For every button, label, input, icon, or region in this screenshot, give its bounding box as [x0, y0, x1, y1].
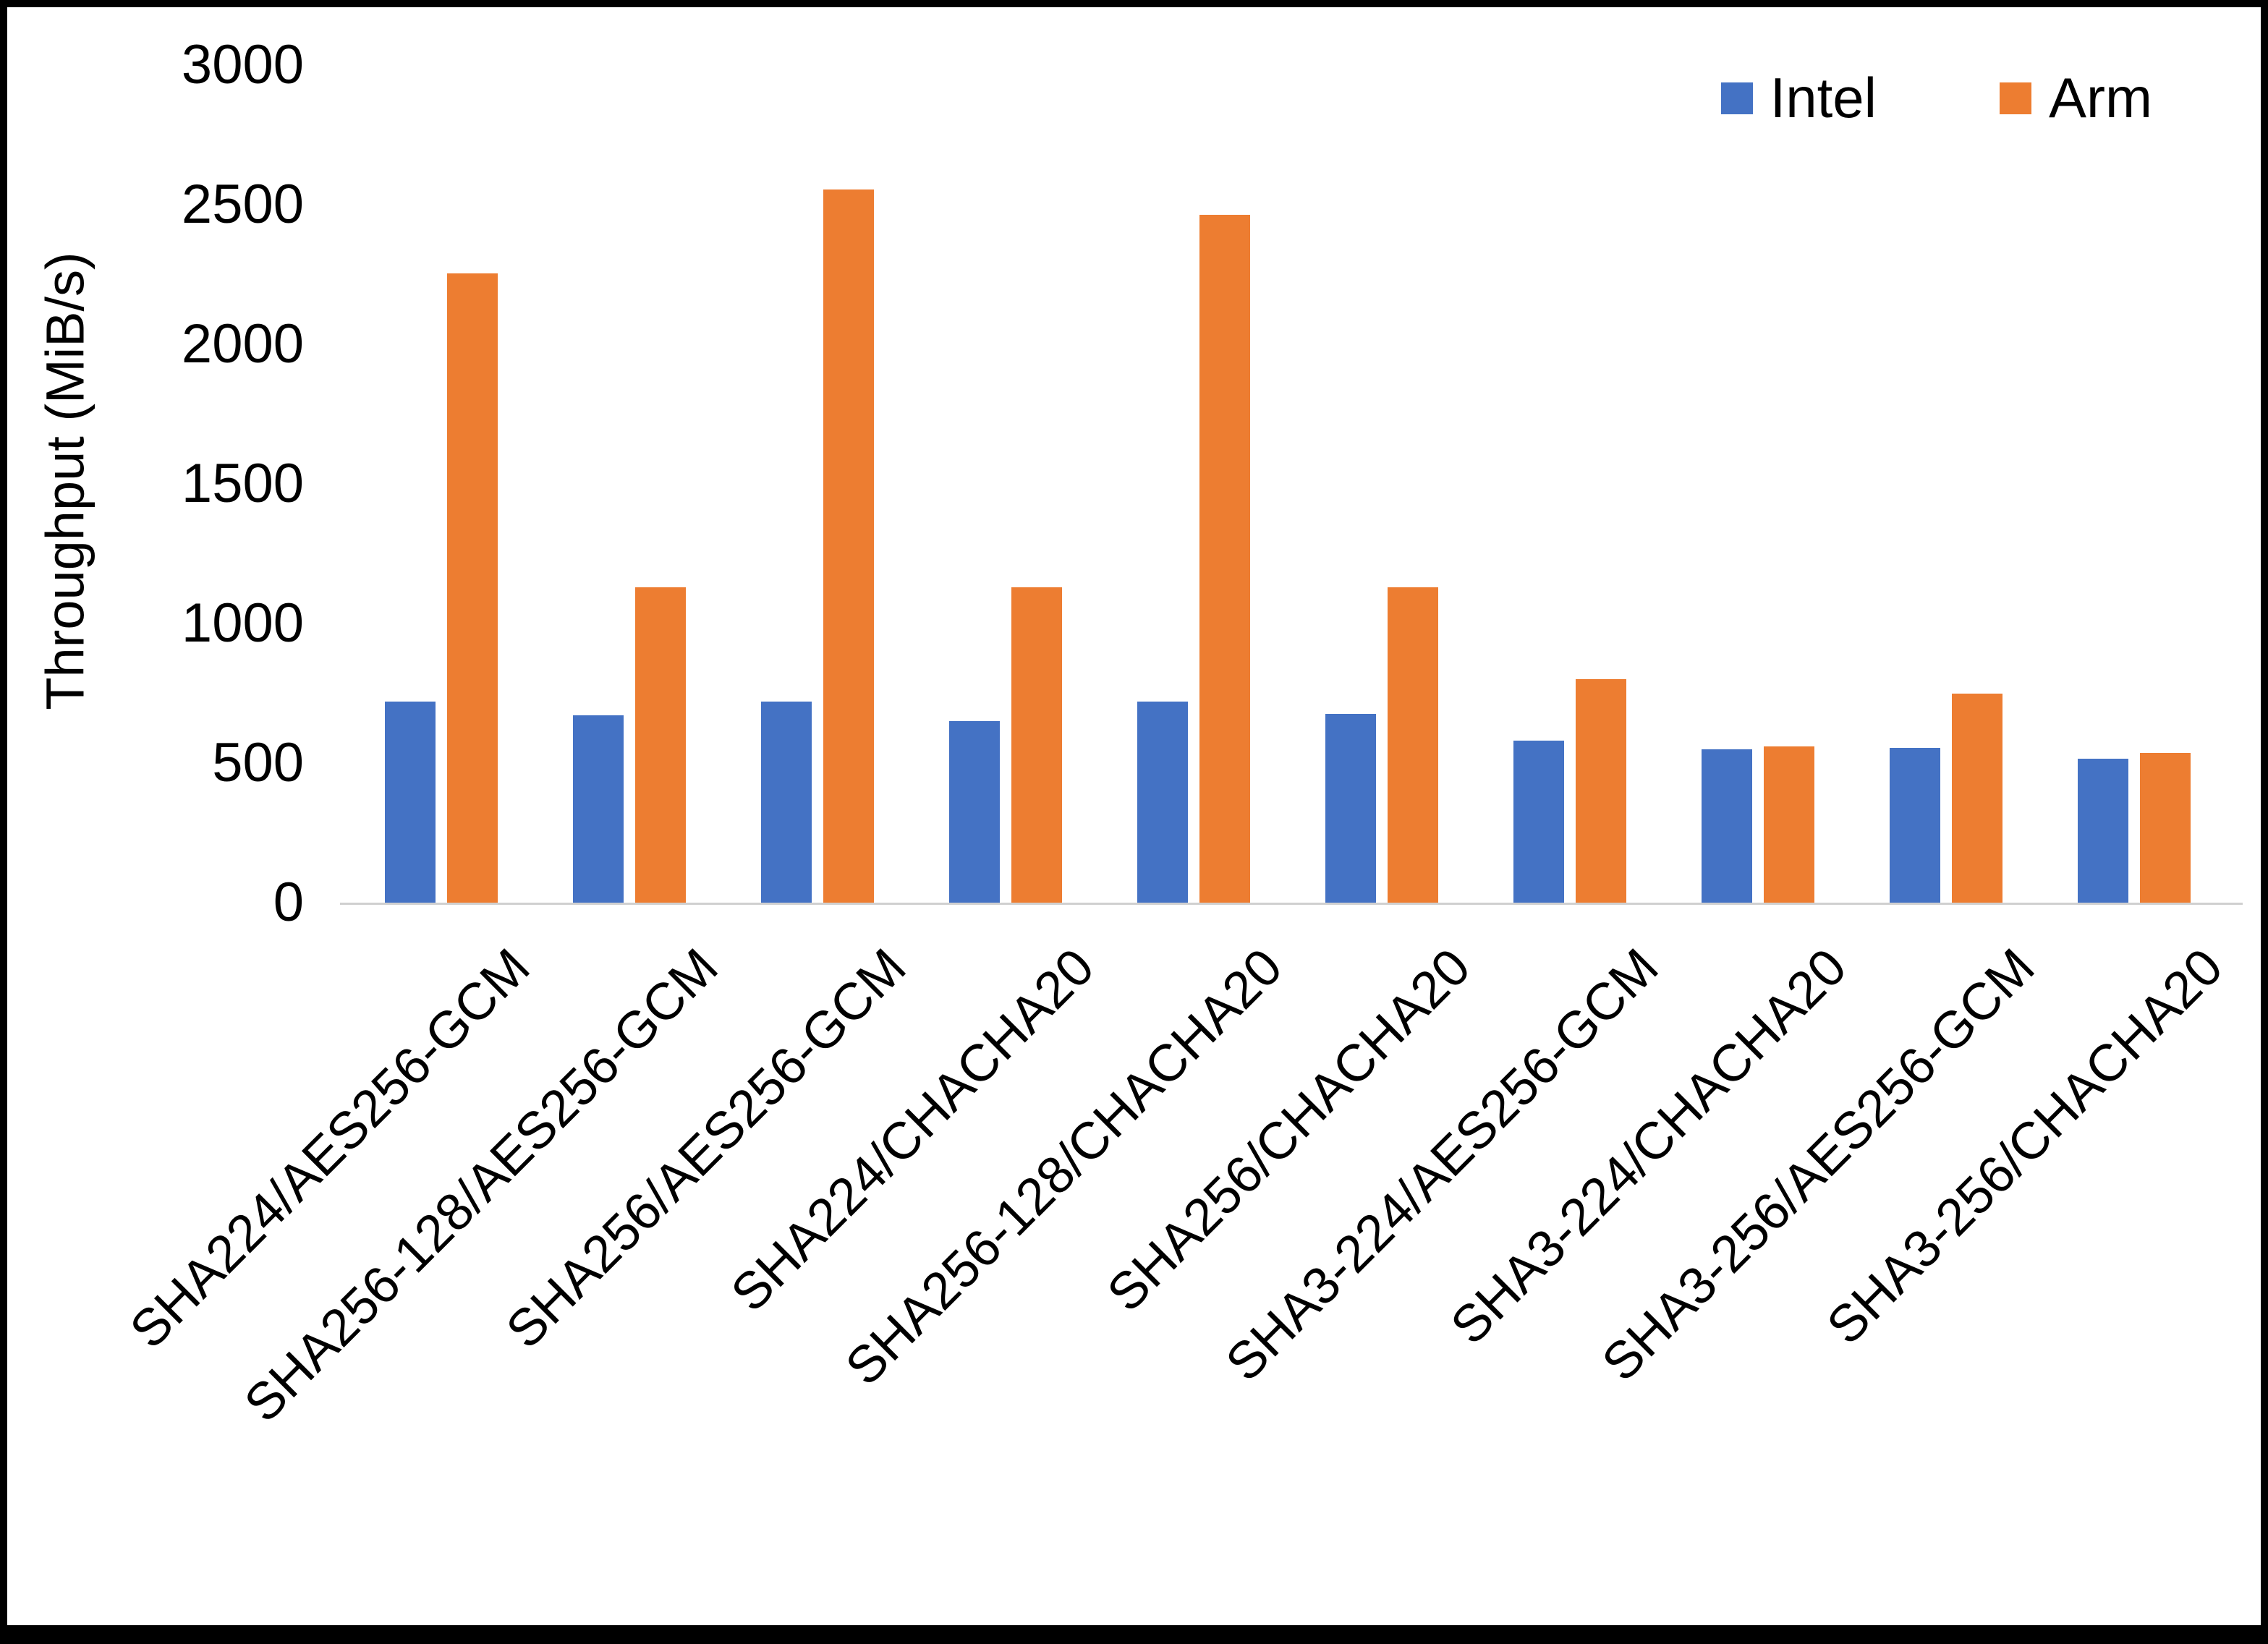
- bar-arm-SHA3-256/AES256-GCM: [1952, 693, 2002, 903]
- bar-arm-SHA224/CHACHA20: [1011, 587, 1062, 903]
- bar-intel-SHA3-224/AES256-GCM: [1513, 741, 1564, 903]
- legend-swatch-intel: [1720, 82, 1753, 114]
- y-tick-label: 500: [212, 732, 304, 793]
- bar-intel-SHA224/CHACHA20: [949, 721, 1000, 903]
- legend: Intel Arm: [1720, 65, 2152, 131]
- bar-arm-SHA3-224/CHACHA20: [1764, 746, 1814, 903]
- bar-arm-SHA256-128/AES256-GCM: [635, 587, 686, 903]
- legend-label: Arm: [2049, 66, 2152, 129]
- y-tick-label: 0: [273, 872, 304, 933]
- legend-label: Intel: [1770, 66, 1877, 129]
- bar-intel-SHA3-256/CHACHA20: [2078, 759, 2128, 903]
- bar-arm-SHA3-256/CHACHA20: [2140, 753, 2191, 903]
- bar-intel-SHA256-128/AES256-GCM: [573, 715, 624, 903]
- y-tick-label: 1000: [181, 592, 304, 654]
- bar-arm-SHA256-128/CHACHA20: [1199, 214, 1250, 903]
- x-category-label: SHA224/CHACHA20: [720, 937, 1105, 1323]
- bar-arm-SHA224/AES256-GCM: [447, 273, 498, 903]
- legend-swatch-arm: [2000, 82, 2032, 114]
- bar-intel-SHA3-224/CHACHA20: [1702, 749, 1752, 903]
- y-tick-label: 1500: [181, 453, 304, 514]
- bar-arm-SHA3-224/AES256-GCM: [1576, 679, 1626, 903]
- legend-item-intel: Intel: [1720, 65, 1877, 131]
- bar-intel-SHA224/AES256-GCM: [385, 702, 436, 903]
- bar-arm-SHA256/AES256-GCM: [823, 189, 874, 903]
- bar-intel-SHA256/AES256-GCM: [761, 702, 812, 903]
- bar-intel-SHA3-256/AES256-GCM: [1890, 747, 1940, 903]
- x-category-label: SHA256/CHACHA20: [1096, 937, 1482, 1323]
- y-tick-label: 2500: [181, 174, 304, 235]
- legend-item-arm: Arm: [2000, 65, 2152, 131]
- bar-intel-SHA256/CHACHA20: [1325, 714, 1376, 903]
- bar-arm-SHA256/CHACHA20: [1388, 587, 1438, 903]
- y-tick-label: 3000: [181, 34, 304, 95]
- y-tick-label: 2000: [181, 313, 304, 375]
- bar-intel-SHA256-128/CHACHA20: [1137, 702, 1188, 903]
- x-axis-line: [340, 903, 2243, 905]
